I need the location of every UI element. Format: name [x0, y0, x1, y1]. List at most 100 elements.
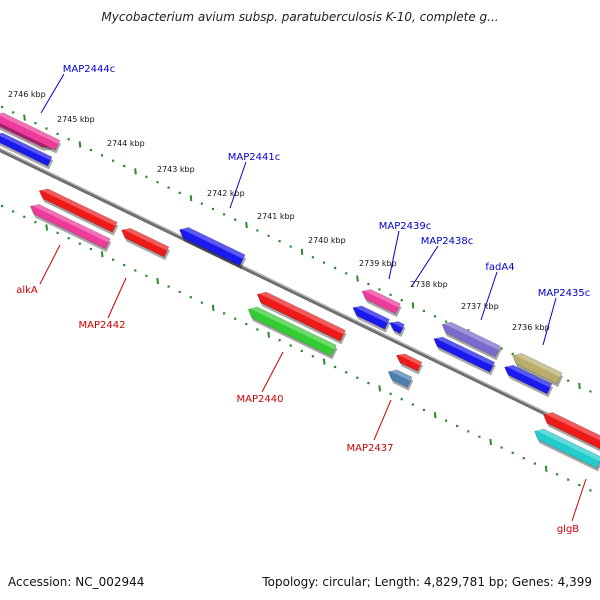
minor-tick	[400, 398, 403, 401]
forward-feature	[352, 305, 391, 333]
minor-tick	[567, 478, 570, 481]
gene-sheen	[513, 353, 563, 378]
major-tick	[489, 438, 492, 446]
backbone-line	[0, 147, 600, 443]
minor-tick	[100, 154, 104, 157]
reverse-feature	[121, 227, 171, 261]
forward-feature	[504, 364, 554, 398]
minor-tick	[223, 312, 226, 315]
minor-tick	[234, 218, 237, 221]
minor-tick	[511, 352, 514, 355]
major-tick	[356, 275, 359, 282]
fada4-leader	[480, 271, 498, 321]
map2440-label: MAP2440	[237, 394, 284, 405]
minor-tick	[311, 256, 314, 259]
reverse-feature	[256, 291, 347, 345]
minor-tick	[345, 371, 348, 374]
minor-tick	[456, 424, 459, 428]
map2440-leader	[261, 351, 284, 393]
map2439c-leader	[388, 230, 400, 280]
kbp-label: 2743 kbp	[157, 165, 195, 174]
minor-tick	[378, 288, 381, 291]
minor-tick	[145, 274, 148, 277]
gene-body	[543, 412, 600, 452]
gene-body	[389, 321, 405, 334]
minor-tick	[289, 245, 292, 248]
map2438c-leader	[411, 245, 439, 287]
minor-tick	[589, 390, 592, 393]
gene-sheen	[30, 204, 111, 243]
map2442-label: MAP2442	[79, 320, 126, 331]
minor-tick	[556, 473, 559, 476]
minor-tick	[356, 376, 359, 379]
minor-tick	[123, 164, 126, 168]
minor-tick	[45, 127, 48, 130]
gene-sheen	[0, 112, 60, 145]
minor-tick	[23, 215, 26, 218]
minor-tick	[67, 237, 70, 240]
minor-tick	[334, 266, 337, 270]
minor-tick	[567, 379, 570, 382]
minor-tick	[56, 132, 59, 135]
minor-tick	[433, 315, 437, 318]
major-tick	[300, 248, 304, 255]
minor-tick	[78, 242, 81, 245]
gene-sheen	[39, 188, 118, 227]
gene-body	[121, 227, 170, 258]
minor-tick	[334, 365, 337, 369]
gene-body	[0, 112, 61, 151]
gene-body	[179, 227, 246, 267]
gene-sheen	[388, 369, 413, 382]
lower-tick-track	[1, 204, 592, 492]
minor-tick	[289, 344, 292, 347]
gene-map2435c	[512, 353, 564, 388]
minor-tick	[578, 483, 581, 487]
map-title: Mycobacterium avium subsp. paratuberculo…	[101, 10, 499, 24]
major-tick	[433, 412, 437, 419]
map2439c-label: MAP2439c	[379, 221, 431, 232]
minor-tick	[300, 349, 303, 353]
map2435c-leader	[542, 297, 557, 346]
minor-tick	[389, 392, 392, 395]
backbone	[0, 147, 600, 443]
major-tick	[156, 277, 159, 285]
topology-summary: Topology: circular; Length: 4,829,781 bp…	[262, 575, 592, 589]
map2438c-label: MAP2438c	[421, 236, 473, 247]
minor-tick	[278, 240, 281, 243]
gene-body	[512, 353, 563, 385]
major-tick	[411, 302, 415, 309]
minor-tick	[589, 489, 592, 492]
minor-tick	[311, 355, 314, 358]
minor-tick	[367, 282, 370, 286]
minor-tick	[211, 207, 215, 211]
minor-tick	[223, 213, 226, 216]
kbp-label: 2746 kbp	[8, 90, 46, 99]
minor-tick	[167, 285, 170, 288]
upper-tick-track	[1, 105, 592, 393]
kbp-label: 2740 kbp	[308, 236, 346, 245]
minor-tick	[112, 258, 115, 261]
minor-tick	[67, 138, 70, 141]
forward-feature	[389, 321, 406, 337]
minor-tick	[278, 339, 281, 342]
minor-tick	[256, 229, 259, 232]
major-tick	[189, 195, 193, 202]
gene-map2439c	[361, 289, 402, 317]
minor-tick	[56, 231, 59, 234]
gene-sheen	[180, 227, 246, 259]
minor-tick	[200, 301, 203, 304]
gene-features	[0, 112, 600, 472]
major-tick	[134, 168, 137, 175]
minor-tick	[322, 261, 326, 264]
gene-sheen	[0, 133, 53, 161]
major-tick	[322, 358, 326, 365]
kbp-label: 2736 kbp	[512, 323, 550, 332]
gene-body	[441, 321, 501, 358]
gene-body	[29, 204, 111, 250]
gene-body	[0, 132, 53, 167]
reverse-feature	[38, 188, 119, 236]
minor-tick	[533, 462, 536, 465]
gene-body	[433, 336, 496, 373]
backbone-highlight	[0, 147, 600, 440]
